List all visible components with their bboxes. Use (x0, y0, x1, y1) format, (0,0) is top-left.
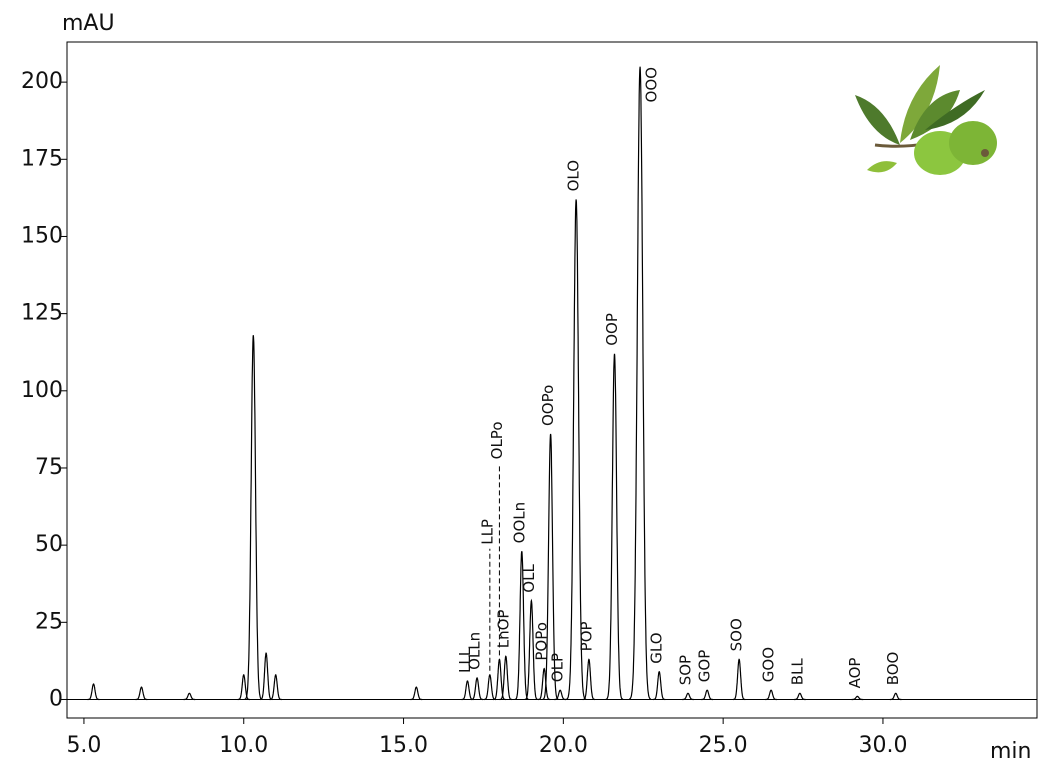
peak (583, 659, 595, 699)
x-tick-label: 25.0 (699, 733, 748, 758)
peak (701, 690, 713, 699)
y-axis-label: mAU (62, 11, 115, 36)
peak (484, 675, 496, 700)
y-tick-label: 25 (35, 609, 63, 634)
peak (733, 659, 745, 699)
olive-illustration (855, 65, 997, 175)
peak-label: OLPo (488, 421, 506, 459)
peak-label: BLL (788, 658, 806, 686)
peak-label: POP (577, 621, 595, 651)
peak-label: OOLn (510, 502, 528, 543)
plot-frame (67, 42, 1037, 718)
peak (411, 687, 423, 699)
peak (270, 675, 282, 700)
peak-label: LLP (478, 519, 496, 545)
y-tick-label: 175 (21, 146, 63, 171)
peak-label: OOO (642, 67, 660, 102)
peak-label: OLLn (466, 632, 484, 670)
x-tick-label: 15.0 (379, 733, 428, 758)
peak (88, 684, 100, 700)
peak (471, 678, 483, 700)
peak (794, 693, 806, 699)
peak-label: GOP (696, 650, 714, 682)
x-tick-label: 30.0 (858, 733, 907, 758)
chart: mAU min 0 25 50 75 100 125 150 175 200 5.0 10.0 15.… (0, 0, 1039, 763)
peak-label: AOP (846, 658, 864, 689)
peak-label: GOO (760, 647, 778, 682)
peak (462, 681, 474, 700)
y-tick-label: 150 (21, 223, 63, 248)
x-tick-label: 5.0 (66, 733, 101, 758)
y-tick-label: 200 (21, 69, 63, 94)
peak (136, 687, 148, 699)
peak (765, 690, 777, 699)
x-tick-label: 20.0 (539, 733, 588, 758)
y-tick-label: 125 (21, 301, 63, 326)
peak-label: OLO (565, 160, 583, 191)
peak-label: LnOP (494, 610, 512, 649)
x-axis-label: min (990, 739, 1032, 763)
peak (653, 672, 665, 700)
y-tick-label: 50 (35, 532, 63, 557)
peak-label: BOO (884, 652, 902, 686)
peak-label: SOO (728, 618, 746, 651)
peak (245, 335, 262, 699)
peak-label: OLL (520, 564, 538, 593)
peak (184, 693, 196, 699)
y-tick-label: 75 (35, 455, 63, 480)
y-tick-label: 100 (21, 378, 63, 403)
x-tick-label: 10.0 (219, 733, 268, 758)
peak-label: SOP (676, 655, 694, 685)
peak-label: OOP (603, 313, 621, 346)
peak (606, 354, 623, 700)
peak (890, 693, 902, 699)
peak-label: OOPo (539, 385, 557, 426)
peak (629, 67, 651, 700)
peak (260, 653, 272, 699)
peak-label: OLP (549, 653, 567, 682)
y-tick-label: 0 (49, 686, 63, 711)
peak-label: GLO (648, 632, 666, 663)
peak (682, 693, 694, 699)
